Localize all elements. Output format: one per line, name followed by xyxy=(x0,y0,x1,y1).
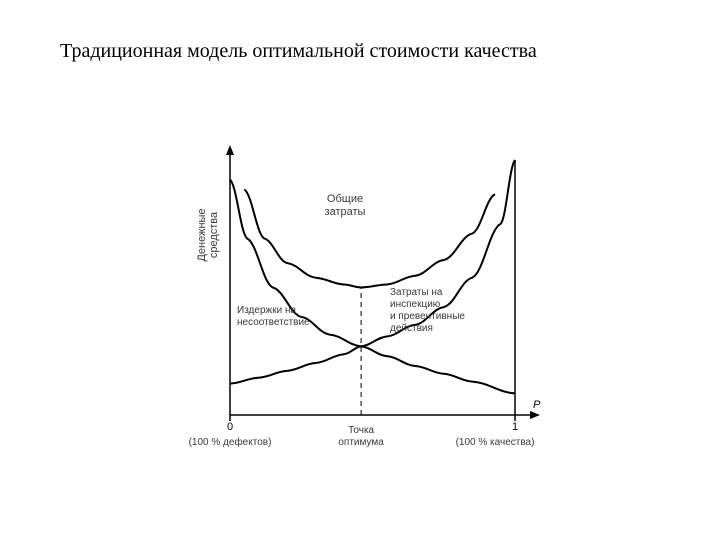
total-cost-label: Общие затраты xyxy=(325,193,366,218)
svg-text:инспекцию: инспекцию xyxy=(390,299,441,310)
svg-text:затраты: затраты xyxy=(325,206,366,218)
total-cost-curve xyxy=(244,189,495,287)
y-axis-label: Денежные средства xyxy=(196,208,220,261)
svg-text:Общие: Общие xyxy=(327,193,363,205)
inspection-label: Затраты на инспекцию и превентивные дейс… xyxy=(390,287,465,334)
x-label-right: (100 % качества) xyxy=(456,437,535,448)
svg-text:средства: средства xyxy=(208,211,220,258)
svg-text:Точка: Точка xyxy=(348,425,374,436)
svg-text:Денежные: Денежные xyxy=(196,208,208,261)
axes xyxy=(226,145,540,421)
svg-text:Издержки на: Издержки на xyxy=(237,305,296,316)
svg-text:несоответствие: несоответствие xyxy=(237,317,310,328)
x-label-left: (100 % дефектов) xyxy=(189,436,272,448)
svg-text:оптимума: оптимума xyxy=(338,437,384,448)
svg-text:и превентивные: и превентивные xyxy=(390,311,465,322)
x-tick-0: 0 xyxy=(227,421,233,433)
page-title: Традиционная модель оптимальной стоимост… xyxy=(60,40,537,63)
svg-text:Затраты на: Затраты на xyxy=(390,287,443,298)
x-label-center: Точка оптимума xyxy=(338,425,384,448)
chart-svg: Денежные средства Общие затраты Издержки… xyxy=(175,140,555,470)
x-axis-symbol: P xyxy=(533,399,541,411)
quality-cost-chart: Денежные средства Общие затраты Издержки… xyxy=(175,140,555,470)
x-tick-1: 1 xyxy=(512,421,518,433)
svg-text:действия: действия xyxy=(390,323,433,334)
nonconformance-label: Издержки на несоответствие xyxy=(237,305,310,328)
